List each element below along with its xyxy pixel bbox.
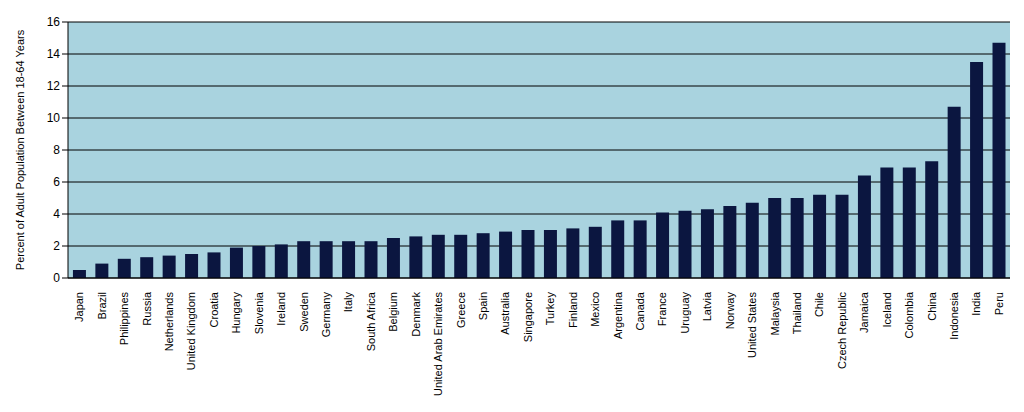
svg-text:Germany: Germany [320,292,332,338]
svg-text:United States: United States [746,292,758,359]
svg-text:Latvia: Latvia [701,291,713,321]
svg-text:Norway: Norway [724,292,736,330]
svg-text:Iceland: Iceland [881,292,893,327]
svg-text:Finland: Finland [567,292,579,328]
svg-text:Jamaica: Jamaica [858,291,870,333]
svg-text:Singapore: Singapore [522,292,534,342]
svg-text:Brazil: Brazil [96,292,108,320]
svg-text:Slovenia: Slovenia [253,291,265,334]
svg-text:Denmark: Denmark [410,292,422,337]
svg-text:0: 0 [53,271,60,285]
svg-text:14: 14 [47,47,61,61]
svg-text:6: 6 [53,175,60,189]
svg-text:Peru: Peru [993,292,1005,315]
svg-text:Canada: Canada [634,291,646,330]
svg-text:Colombia: Colombia [903,291,915,338]
svg-text:Mexico: Mexico [589,292,601,327]
svg-text:16: 16 [47,15,61,29]
svg-text:Ireland: Ireland [275,292,287,326]
svg-text:Chile: Chile [813,292,825,317]
svg-text:Malaysia: Malaysia [769,291,781,335]
svg-text:Philippines: Philippines [118,292,130,346]
svg-text:2: 2 [53,239,60,253]
svg-text:Russia: Russia [141,291,153,326]
svg-text:Sweden: Sweden [298,292,310,332]
svg-text:Australia: Australia [499,291,511,335]
svg-text:United Kingdom: United Kingdom [185,292,197,370]
svg-text:4: 4 [53,207,60,221]
svg-text:Percent of Adult Population Be: Percent of Adult Population Between 18-6… [14,29,26,270]
svg-text:Uruguay: Uruguay [679,292,691,334]
svg-text:United Arab Emirates: United Arab Emirates [432,292,444,396]
svg-text:Belgium: Belgium [387,292,399,332]
svg-text:Hungary: Hungary [230,292,242,334]
svg-text:Argentina: Argentina [612,291,624,339]
svg-text:France: France [656,292,668,326]
svg-text:Croatia: Croatia [208,291,220,327]
svg-text:Turkey: Turkey [544,292,556,326]
svg-text:Italy: Italy [342,292,354,313]
svg-text:10: 10 [47,111,61,125]
svg-text:Czech Republic: Czech Republic [836,292,848,370]
svg-text:Netherlands: Netherlands [163,292,175,352]
svg-text:Japan: Japan [73,292,85,322]
svg-text:China: China [926,291,938,321]
svg-text:12: 12 [47,79,61,93]
svg-text:Indonesia: Indonesia [948,291,960,340]
svg-text:Thailand: Thailand [791,292,803,334]
svg-text:Greece: Greece [455,292,467,328]
svg-text:8: 8 [53,143,60,157]
svg-text:Spain: Spain [477,292,489,320]
svg-text:India: India [970,291,982,316]
svg-text:South Africa: South Africa [365,291,377,351]
